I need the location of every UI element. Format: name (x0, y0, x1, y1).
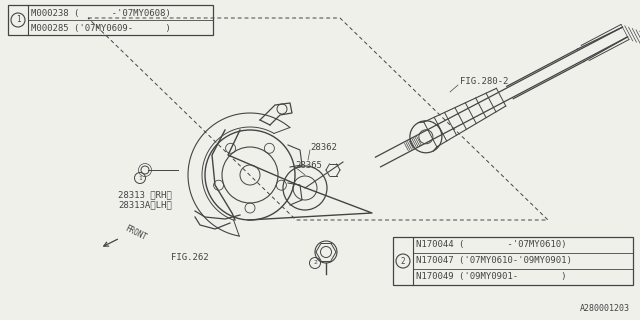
Text: 28313 〈RH〉: 28313 〈RH〉 (118, 190, 172, 199)
Text: 2: 2 (401, 257, 405, 266)
Text: M000238 (      -'07MY0608): M000238 ( -'07MY0608) (31, 9, 171, 18)
Bar (8, 5, 213, 35)
Text: M000285 ('07MY0609-      ): M000285 ('07MY0609- ) (31, 24, 171, 33)
Text: 28313A〈LH〉: 28313A〈LH〉 (118, 201, 172, 210)
Text: 1: 1 (138, 175, 142, 180)
Text: FRONT: FRONT (123, 224, 148, 242)
Text: 28365: 28365 (295, 161, 322, 170)
Text: FIG.262: FIG.262 (171, 253, 209, 262)
Text: 2: 2 (313, 260, 317, 266)
Bar (393, 237, 633, 285)
Text: A280001203: A280001203 (580, 304, 630, 313)
Text: N170047 ('07MY0610-'09MY0901): N170047 ('07MY0610-'09MY0901) (416, 257, 572, 266)
Text: N170049 ('09MY0901-        ): N170049 ('09MY0901- ) (416, 273, 566, 282)
Text: FIG.280-2: FIG.280-2 (460, 77, 508, 86)
Text: N170044 (        -'07MY0610): N170044 ( -'07MY0610) (416, 241, 566, 250)
Text: 28362: 28362 (310, 143, 337, 153)
Text: 1: 1 (16, 15, 20, 25)
